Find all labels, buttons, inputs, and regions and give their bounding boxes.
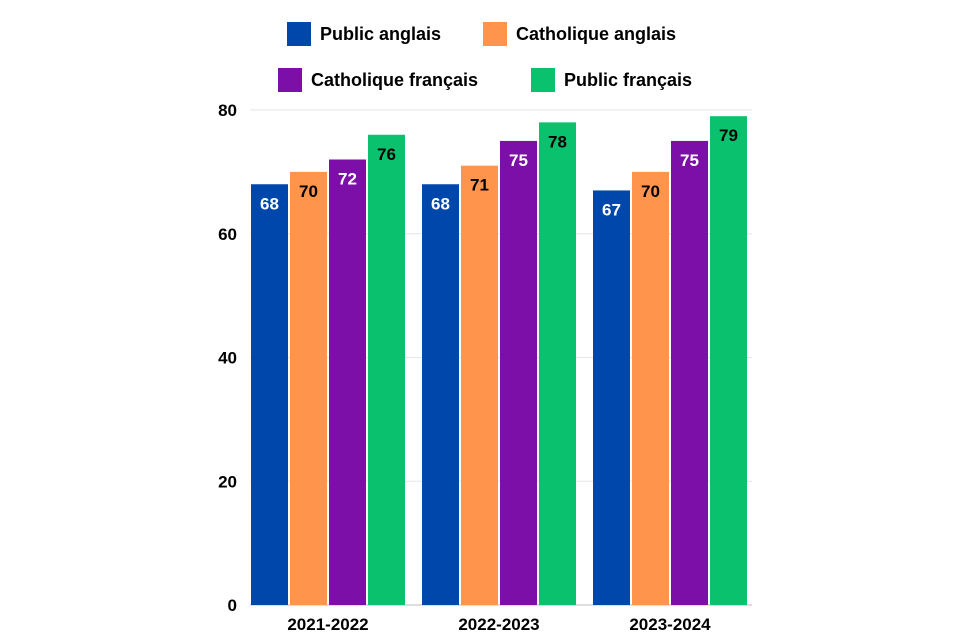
bar — [461, 165, 498, 605]
bars: 68 70 72 76 68 71 75 78 67 70 75 79 — [251, 116, 747, 605]
x-tick-label: 2022-2023 — [458, 615, 539, 634]
bar-value-label: 72 — [338, 170, 357, 189]
bar — [329, 159, 366, 605]
bar-value-label: 68 — [431, 194, 450, 213]
y-tick-label: 0 — [228, 596, 237, 615]
bar-value-label: 70 — [641, 182, 660, 201]
legend-swatch — [278, 68, 302, 92]
bar — [671, 140, 708, 605]
bar — [368, 134, 405, 605]
legend-label: Catholique anglais — [516, 24, 676, 44]
x-axis: 2021-2022 2022-2023 2023-2024 — [287, 615, 711, 634]
legend-label: Catholique français — [311, 70, 478, 90]
y-axis: 0 20 40 60 80 — [218, 101, 237, 615]
legend-label: Public français — [564, 70, 692, 90]
legend-swatch — [531, 68, 555, 92]
x-tick-label: 2021-2022 — [287, 615, 368, 634]
bar-value-label: 67 — [602, 200, 621, 219]
legend-swatch — [287, 22, 311, 46]
bar-value-label: 79 — [719, 126, 738, 145]
bar-value-label: 75 — [509, 151, 528, 170]
chart-legend: Public anglais Catholique anglais Catholiq… — [278, 22, 692, 92]
bar-value-label: 75 — [680, 151, 699, 170]
bar — [500, 140, 537, 605]
x-tick-label: 2023-2024 — [629, 615, 711, 634]
bar — [422, 184, 459, 605]
bar-value-label: 76 — [377, 145, 396, 164]
legend-swatch — [483, 22, 507, 46]
bar-value-label: 68 — [260, 194, 279, 213]
bar-value-label: 71 — [470, 176, 489, 195]
bar — [251, 184, 288, 605]
bar — [632, 171, 669, 605]
bar-value-label: 70 — [299, 182, 318, 201]
bar-value-label: 78 — [548, 132, 567, 151]
y-tick-label: 80 — [218, 101, 237, 120]
legend-label: Public anglais — [320, 24, 441, 44]
bar — [539, 122, 576, 605]
bar — [710, 116, 747, 605]
bar — [290, 171, 327, 605]
y-tick-label: 20 — [218, 472, 237, 491]
bar — [593, 190, 630, 605]
y-tick-label: 60 — [218, 225, 237, 244]
y-tick-label: 40 — [218, 349, 237, 368]
